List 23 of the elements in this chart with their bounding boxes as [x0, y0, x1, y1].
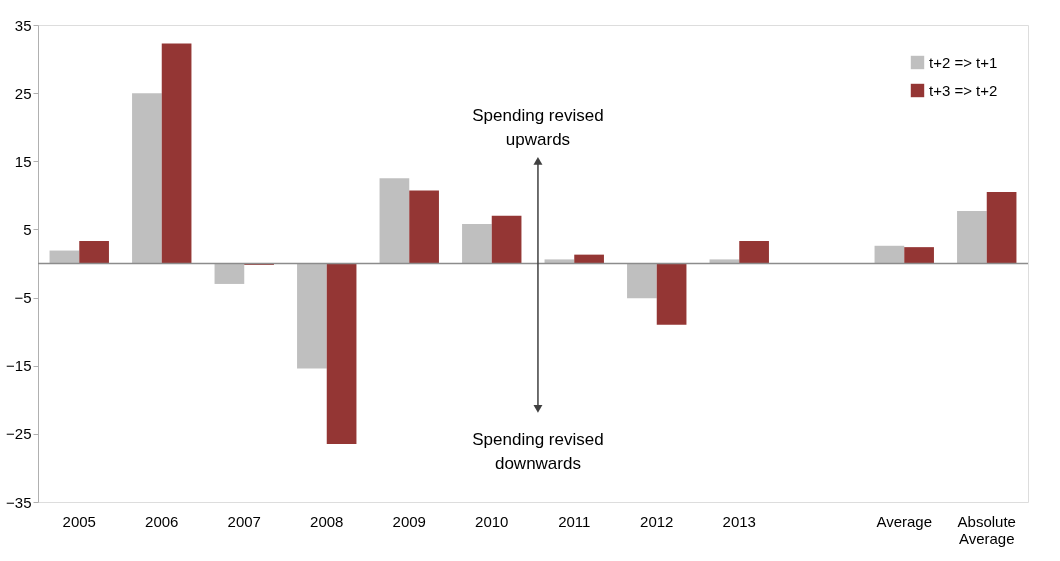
legend-label: t+3 => t+2	[929, 81, 998, 99]
y-tick-label: −15	[6, 357, 32, 375]
x-tick-label: 2009	[392, 512, 426, 530]
x-tick-label: Average	[876, 512, 933, 530]
y-tick-label: −5	[14, 289, 32, 307]
y-tick-label: −25	[6, 425, 32, 443]
y-tick-label: 5	[23, 220, 32, 238]
annotation: Spending revised downwards	[472, 429, 604, 473]
annotation: Spending revised upwards	[472, 105, 604, 149]
y-tick-label: 25	[14, 84, 32, 102]
x-tick-label: Absolute Average	[957, 512, 1016, 547]
y-tick-label: 15	[14, 152, 32, 170]
y-tick-label: 35	[14, 16, 32, 34]
x-tick-label: 2011	[558, 512, 591, 530]
y-tick-label: −35	[6, 493, 32, 511]
x-tick-label: 2010	[475, 512, 509, 530]
x-tick-label: 2013	[722, 512, 756, 530]
x-tick-label: 2006	[145, 512, 179, 530]
x-tick-label: 2012	[640, 512, 674, 530]
x-tick-label: 2007	[227, 512, 261, 530]
x-tick-label: 2008	[310, 512, 344, 530]
x-tick-label: 2005	[62, 512, 96, 530]
legend-label: t+2 => t+1	[929, 53, 998, 71]
